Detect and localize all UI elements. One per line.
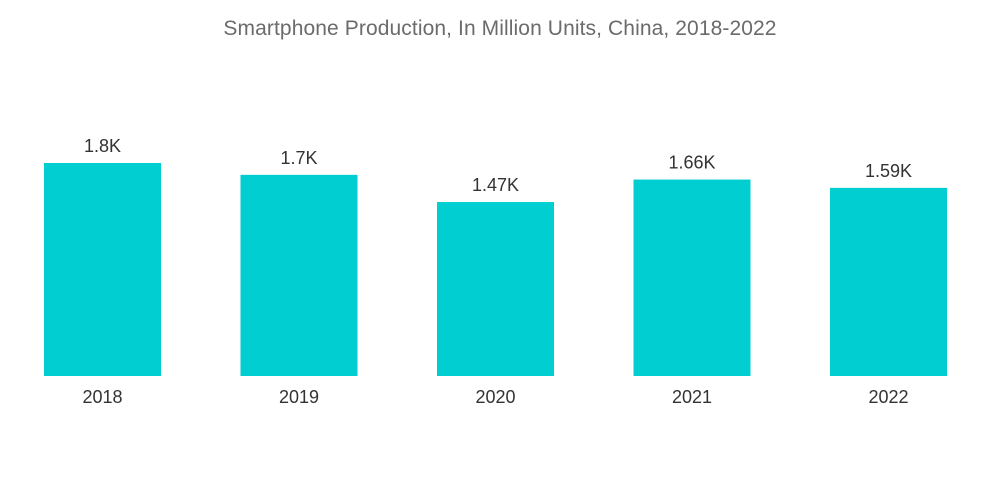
x-tick-2020: 2020 [475,387,515,407]
x-tick-2022: 2022 [868,387,908,407]
x-tick-2018: 2018 [82,387,122,407]
data-label-2018: 1.8K [84,136,121,156]
data-label-2021: 1.66K [668,153,715,173]
bar-2022 [830,187,947,376]
x-tick-2019: 2019 [279,387,319,407]
bars-layer [44,163,947,376]
x-tick-2021: 2021 [672,387,712,407]
bar-2018 [44,163,161,376]
bar-2021 [633,179,751,376]
data-label-2019: 1.7K [280,148,317,168]
bar-2019 [240,174,358,376]
x-axis-ticks: 2018 2019 2020 2021 2022 [82,387,908,407]
data-label-2022: 1.59K [865,161,912,181]
data-labels-layer: 1.8K 1.7K 1.47K 1.66K 1.59K [84,136,912,195]
chart-title: Smartphone Production, In Million Units,… [223,17,777,40]
bar-2020 [437,202,554,376]
data-label-2020: 1.47K [472,175,519,195]
